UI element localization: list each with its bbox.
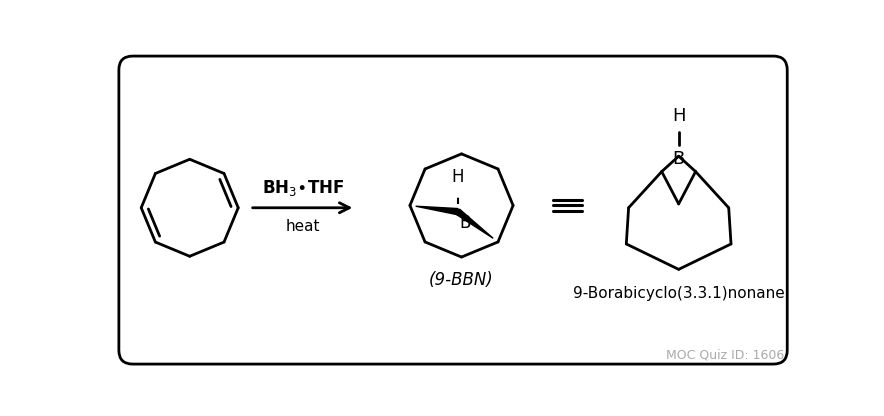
Polygon shape	[456, 209, 493, 238]
Text: MOC Quiz ID: 1606: MOC Quiz ID: 1606	[666, 348, 784, 361]
Text: BH$_3$$\bullet$THF: BH$_3$$\bullet$THF	[262, 178, 344, 198]
Text: 9-Borabicyclo(3.3.1)nonane: 9-Borabicyclo(3.3.1)nonane	[573, 286, 784, 301]
Text: B: B	[459, 214, 470, 232]
Text: heat: heat	[286, 219, 320, 234]
Polygon shape	[415, 206, 458, 215]
Text: (9-BBN): (9-BBN)	[429, 271, 494, 289]
Text: H: H	[452, 168, 464, 186]
Text: H: H	[672, 107, 685, 125]
Text: B: B	[673, 150, 685, 168]
